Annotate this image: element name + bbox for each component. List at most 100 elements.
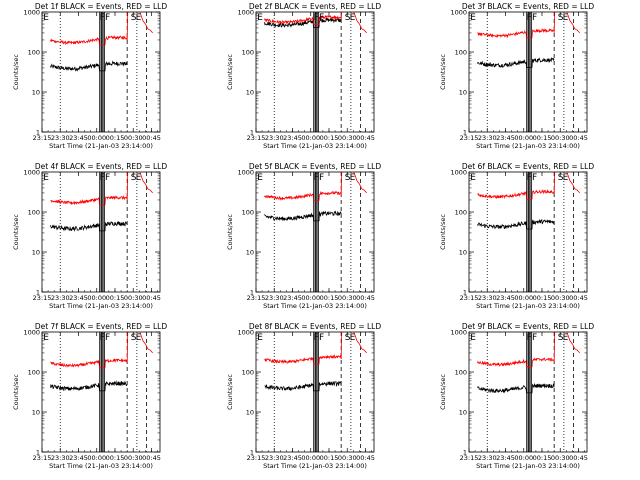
y-tick-label: 10 [459, 249, 467, 257]
y-tick-label: 1000 [237, 169, 254, 177]
top-marker-S: S [345, 13, 351, 23]
panel-plot-area [50, 172, 153, 292]
lld-line [477, 28, 555, 39]
y-tick-label: 10 [32, 89, 40, 97]
x-tick-label: 23:15 [247, 454, 266, 462]
y-tick-label: 1000 [23, 9, 40, 17]
x-tick-label: 00:15 [106, 294, 125, 302]
x-tick-label: 23:45 [69, 454, 88, 462]
x-tick-label: 23:30 [478, 294, 497, 302]
y-axis-label: Counts/sec [12, 54, 20, 90]
top-marker-E: E [470, 173, 476, 183]
top-marker-E: E [257, 13, 263, 23]
panel-plot-area [50, 332, 153, 452]
x-tick-label: 00:30 [551, 294, 570, 302]
top-marker-E: E [563, 173, 569, 183]
y-tick-label: 100 [28, 209, 40, 217]
x-tick-label: 00:45 [356, 134, 375, 142]
panel-plot-area [264, 172, 367, 292]
x-tick-label: 00:30 [124, 454, 143, 462]
x-tick-label: 23:15 [460, 134, 479, 142]
x-tick-label: 00:30 [551, 454, 570, 462]
x-tick-label: 23:45 [283, 134, 302, 142]
x-tick-label: 23:30 [51, 454, 70, 462]
y-tick-label: 10 [32, 249, 40, 257]
panel-9: Det 9f BLACK = Events, RED = LLD 1 10 100 10… [439, 322, 594, 470]
lld-spike-line [126, 332, 153, 363]
top-marker-FF: FF [100, 333, 110, 343]
lld-line [264, 190, 342, 201]
panel-plot-area [50, 12, 153, 132]
x-axis-label: Start Time (21-Jan-03 23:14:00) [476, 142, 580, 150]
x-tick-label: 23:30 [478, 454, 497, 462]
y-axis-label: Counts/sec [226, 54, 234, 90]
events-line [264, 380, 342, 392]
x-tick-label: 00:00 [87, 134, 106, 142]
x-axis-label: Start Time (21-Jan-03 23:14:00) [263, 142, 367, 150]
x-tick-label: 23:30 [51, 134, 70, 142]
top-marker-E: E [257, 173, 263, 183]
top-marker-FF: FF [314, 13, 324, 23]
x-tick-label: 23:45 [496, 134, 515, 142]
x-tick-label: 00:30 [338, 294, 357, 302]
panel-plot-area [264, 12, 367, 132]
lld-spike-line [126, 172, 153, 201]
top-marker-E: E [136, 333, 142, 343]
y-tick-label: 10 [246, 249, 254, 257]
lld-spike-line [553, 12, 580, 34]
x-tick-label: 23:45 [283, 294, 302, 302]
panel-8: Det 8f BLACK = Events, RED = LLD 1 10 100 10… [226, 322, 381, 470]
top-marker-FF: FF [100, 13, 110, 23]
y-axis-label: Counts/sec [12, 374, 20, 410]
events-line [264, 17, 342, 28]
y-axis-label: Counts/sec [12, 214, 20, 250]
x-axis-label: Start Time (21-Jan-03 23:14:00) [49, 302, 153, 310]
lld-line [264, 14, 342, 25]
panel-title: Det 7f BLACK = Events, RED = LLD [35, 322, 168, 331]
y-tick-label: 10 [459, 409, 467, 417]
top-marker-S: S [131, 13, 137, 23]
y-tick-label: 1 [250, 449, 254, 457]
lld-spike-line [553, 172, 580, 195]
top-marker-S: S [558, 173, 564, 183]
top-marker-E: E [470, 333, 476, 343]
events-line [477, 383, 555, 394]
x-tick-label: 00:00 [514, 294, 533, 302]
lld-line [50, 358, 128, 369]
y-tick-label: 100 [28, 369, 40, 377]
top-marker-FF: FF [100, 173, 110, 183]
lld-line [50, 35, 128, 46]
x-tick-label: 00:15 [533, 294, 552, 302]
x-tick-label: 23:45 [69, 134, 88, 142]
x-tick-label: 23:30 [265, 134, 284, 142]
panel-7: Det 7f BLACK = Events, RED = LLD 1 10 100 10… [12, 322, 167, 470]
y-tick-label: 1 [36, 129, 40, 137]
x-tick-label: 00:45 [142, 294, 161, 302]
y-tick-label: 1000 [450, 329, 467, 337]
x-tick-label: 00:00 [87, 294, 106, 302]
top-marker-S: S [558, 333, 564, 343]
lld-line [477, 189, 555, 200]
panel-title: Det 3f BLACK = Events, RED = LLD [462, 2, 595, 11]
x-tick-label: 23:15 [460, 294, 479, 302]
panel-4: Det 4f BLACK = Events, RED = LLD 1 10 100 10… [12, 162, 167, 310]
top-marker-E: E [563, 333, 569, 343]
x-tick-label: 00:00 [87, 454, 106, 462]
x-tick-label: 00:00 [301, 294, 320, 302]
y-tick-label: 100 [455, 369, 467, 377]
x-tick-label: 23:15 [33, 294, 52, 302]
events-line [50, 380, 128, 392]
panel-plot-area [264, 332, 367, 452]
top-marker-FF: FF [314, 333, 324, 343]
x-tick-label: 23:45 [496, 454, 515, 462]
panel-title: Det 1f BLACK = Events, RED = LLD [35, 2, 168, 11]
panel-plot-area [477, 12, 580, 132]
y-tick-label: 10 [459, 89, 467, 97]
top-marker-E: E [350, 333, 356, 343]
x-tick-label: 23:15 [33, 454, 52, 462]
x-tick-label: 00:15 [320, 294, 339, 302]
y-tick-label: 1000 [237, 329, 254, 337]
panel-3: Det 3f BLACK = Events, RED = LLD 1 10 100 10… [439, 2, 594, 150]
events-line [50, 221, 128, 232]
top-marker-E: E [563, 13, 569, 23]
